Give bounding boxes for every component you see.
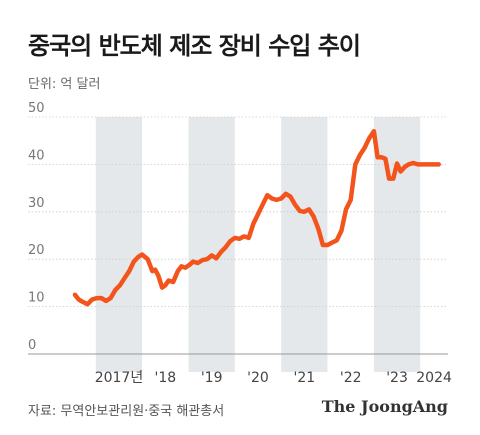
x-tick-label: '20: [247, 370, 269, 386]
x-tick-label: '23: [386, 370, 408, 386]
y-axis-labels: 0 10 20 30 40 50: [28, 101, 45, 353]
year-bands: [95, 117, 421, 372]
x-tick-label: '19: [201, 370, 223, 386]
gridlines: [28, 116, 448, 355]
y-tick-label: 0: [28, 338, 36, 353]
chart-title: 중국의 반도체 제조 장비 수입 추이: [28, 32, 361, 60]
x-tick-label: '22: [340, 370, 362, 386]
x-tick-label: 2017년: [95, 370, 144, 386]
x-tick-label: '21: [294, 370, 316, 386]
x-tick-label: 2024: [416, 370, 452, 386]
x-axis-labels: 2017년 '18 '19 '20 '21 '22 '23 2024: [95, 370, 452, 386]
year-band: [95, 117, 143, 372]
y-tick-label: 20: [28, 243, 45, 258]
series-line: [72, 128, 441, 307]
year-band: [281, 117, 328, 372]
x-tick-label: '18: [154, 370, 176, 386]
source-note: 자료: 무역안보관리원·중국 해관총서: [28, 404, 225, 419]
unit-label: 단위: 억 달러: [28, 77, 101, 92]
y-tick-label: 40: [28, 148, 45, 163]
y-tick-label: 30: [28, 196, 45, 211]
brand-logo: The JoongAng: [321, 397, 448, 416]
y-tick-label: 10: [28, 291, 45, 306]
y-tick-label: 50: [28, 101, 45, 116]
